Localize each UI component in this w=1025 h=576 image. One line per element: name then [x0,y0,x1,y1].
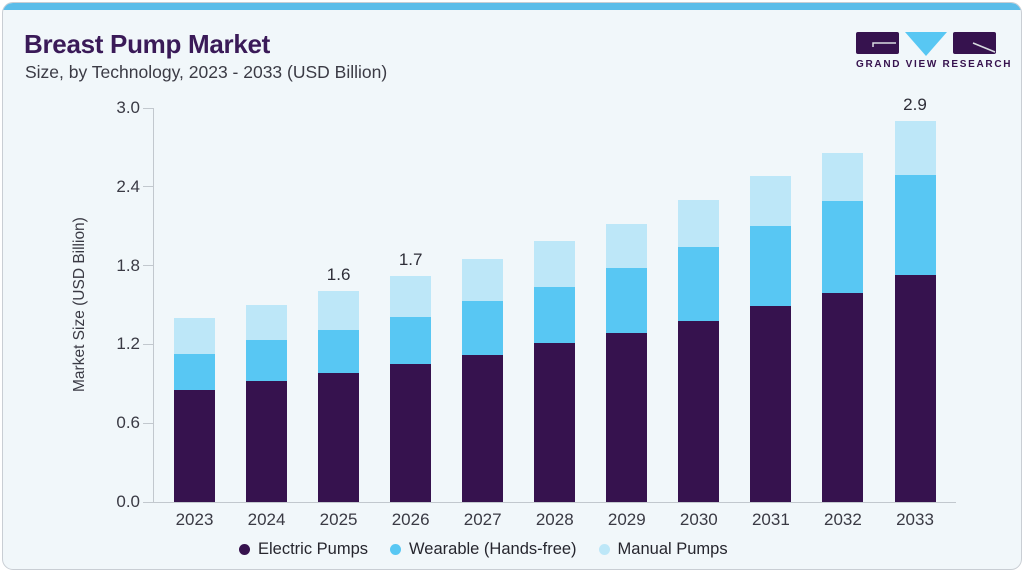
x-axis-label: 2031 [751,510,790,529]
bar-segment-electric-pumps-2028 [534,343,576,502]
bar-stack-2031 [750,176,792,502]
bar-segment-manual-pumps-2023 [174,318,215,354]
page-subtitle: Size, by Technology, 2023 - 2033 (USD Bi… [25,62,388,82]
legend-label: Wearable (Hands-free) [409,540,577,558]
bar-stack-2032 [822,152,864,502]
bar-stack-2033 [894,121,936,502]
bar-segment-electric-pumps-2032 [822,293,864,502]
bar-segment-electric-pumps-2023 [174,390,215,502]
legend-dot-wearable-hands-free [390,544,402,555]
bar-segment-manual-pumps-2031 [750,176,792,227]
y-axis-tick-label: 3.0 [116,98,140,117]
y-axis-tick-label: 1.2 [116,334,140,354]
y-axis-tick-label: 2.4 [116,176,140,196]
chart-legend: Electric Pumps Wearable (Hands-free) Man… [239,540,728,559]
bar-stack-2028 [534,240,576,502]
bar-stack-2024 [246,305,288,502]
x-axis-label: 2024 [247,510,286,529]
x-axis-label: 2030 [679,510,718,529]
plot-area: 0.0 0.6 1.2 1.8 2.4 3.0 2023 2024 1.6 2025 1.7 2026… [116,96,956,529]
y-axis-tick-label: 0.0 [116,492,140,511]
x-axis-label: 2033 [896,510,934,529]
x-axis-label: 2023 [175,510,214,529]
x-axis-label: 2025 [319,510,358,529]
bar-segment-wearable-hands-free-2028 [534,286,576,344]
bar-segment-manual-pumps-2024 [246,305,288,341]
legend-item-wearable-hands-free: Wearable (Hands-free) [390,540,577,559]
bar-segment-wearable-hands-free-2032 [822,201,864,294]
bar-segment-electric-pumps-2029 [606,332,648,502]
bar-stack-2023 [174,318,215,502]
legend-dot-manual-pumps [598,544,610,555]
x-axis-label: 2026 [391,510,430,529]
bar-segment-wearable-hands-free-2031 [750,226,792,307]
bar-segment-manual-pumps-2030 [678,199,720,248]
bar-segment-wearable-hands-free-2030 [678,247,720,321]
logo-marks [856,32,996,56]
bar-segment-wearable-hands-free-2027 [462,301,504,355]
bar-segment-wearable-hands-free-2033 [894,174,936,275]
bar-segment-wearable-hands-free-2025 [318,329,360,374]
logo-g-mark [856,32,899,54]
bar-value-label: 2.9 [903,95,927,115]
logo-r-mark [953,32,996,54]
bar-segment-electric-pumps-2025 [318,373,360,502]
y-axis-tick-label: 1.8 [116,255,140,275]
bar-stack-2030 [678,199,720,502]
bar-stack-2029 [606,223,648,502]
bar-segment-wearable-hands-free-2029 [606,268,648,333]
bar-segment-electric-pumps-2031 [750,306,792,502]
bar-value-label: 1.6 [326,264,351,284]
grand-view-research-logo: GRAND VIEW RESEARCH [856,31,1013,73]
bar-stack-2027 [462,259,504,502]
bar-segment-manual-pumps-2027 [462,259,504,302]
y-axis-tick [143,107,153,109]
y-axis-tick [143,265,153,267]
y-axis-tick [143,186,153,188]
bar-segment-electric-pumps-2024 [246,381,288,502]
bar-stack-2025 [318,290,360,502]
bar-segment-manual-pumps-2025 [318,290,360,330]
logo-v-mark [905,32,947,56]
x-axis-label: 2027 [463,510,502,529]
x-axis-label: 2029 [607,510,646,529]
x-axis-label: 2032 [824,510,862,529]
bar-segment-wearable-hands-free-2024 [246,340,288,382]
bar-segment-wearable-hands-free-2023 [174,353,215,391]
bar-segment-wearable-hands-free-2026 [390,316,432,365]
bar-segment-electric-pumps-2033 [894,274,936,502]
legend-label: Electric Pumps [258,540,369,558]
logo-wordmark: GRAND VIEW RESEARCH [856,59,1013,70]
bar-segment-manual-pumps-2032 [822,152,864,202]
x-axis-label: 2028 [535,510,574,529]
bar-value-label: 1.7 [398,250,423,270]
bar-segment-electric-pumps-2026 [390,364,432,502]
legend-label: Manual Pumps [617,540,728,558]
bar-segment-manual-pumps-2029 [606,223,648,269]
y-axis-tick [143,422,153,424]
page-title: Breast Pump Market [24,29,271,59]
legend-item-manual-pumps: Manual Pumps [598,540,728,559]
accent-strip [3,3,1021,10]
bar-segment-manual-pumps-2028 [534,240,576,287]
legend-dot-electric-pumps [239,544,250,555]
y-axis-title: Market Size (USD Billion) [71,217,88,393]
bar-segment-manual-pumps-2026 [390,276,432,317]
bar-stack-2026 [390,276,432,502]
bar-segment-electric-pumps-2027 [462,354,504,502]
y-axis-tick [143,501,153,503]
bar-segment-electric-pumps-2030 [678,320,720,502]
bar-segment-manual-pumps-2033 [894,121,936,175]
y-axis-tick [143,343,153,345]
y-axis-tick-label: 0.6 [116,413,140,433]
legend-item-electric-pumps: Electric Pumps [239,540,368,559]
